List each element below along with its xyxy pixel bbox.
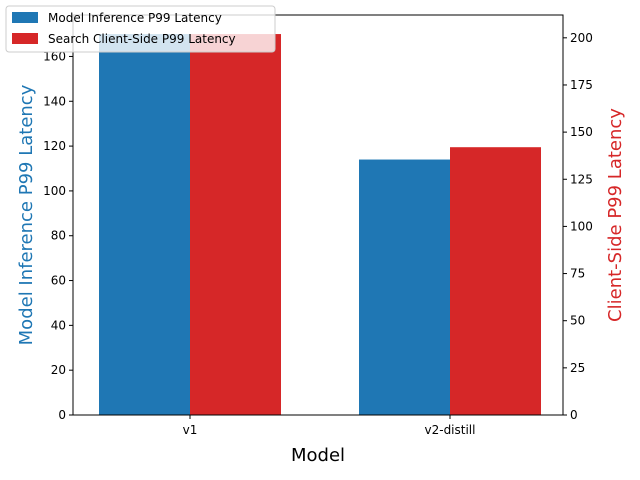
legend-label-model-inference: Model Inference P99 Latency xyxy=(48,11,222,25)
legend-label-search-client-side: Search Client-Side P99 Latency xyxy=(48,32,236,46)
right-tick-label: 175 xyxy=(570,78,593,92)
right-y-axis-title: Client-Side P99 Latency xyxy=(605,108,626,322)
bar-model-inference-v2-distill xyxy=(359,159,450,415)
right-tick-label: 100 xyxy=(570,219,593,233)
bar-search-client-side-v1 xyxy=(190,34,281,416)
left-tick-label: 100 xyxy=(43,184,66,198)
bar-model-inference-v1 xyxy=(99,34,190,416)
right-tick-label: 200 xyxy=(570,31,593,45)
right-tick-label: 150 xyxy=(570,125,593,139)
left-tick-label: 40 xyxy=(51,318,66,332)
right-tick-label: 25 xyxy=(570,361,585,375)
x-tick-label-v2-distill: v2-distill xyxy=(425,423,476,437)
left-tick-label: 0 xyxy=(58,408,66,422)
legend-box xyxy=(5,5,276,53)
plot-frame xyxy=(72,14,564,416)
bars-group xyxy=(99,34,541,416)
legend-swatch-model-inference xyxy=(12,12,38,23)
left-tick-label: 80 xyxy=(51,229,66,243)
bar-search-client-side-v2-distill xyxy=(450,147,541,416)
left-y-axis-title: Model Inference P99 Latency xyxy=(16,84,37,345)
right-tick-label: 75 xyxy=(570,267,585,281)
left-tick-label: 60 xyxy=(51,274,66,288)
right-tick-label: 0 xyxy=(570,408,578,422)
x-axis-ticks: v1 v2-distill xyxy=(183,415,476,437)
x-tick-label-v1: v1 xyxy=(183,423,198,437)
legend-swatch-search-client-side xyxy=(12,33,38,44)
left-tick-label: 140 xyxy=(43,94,66,108)
right-tick-label: 125 xyxy=(570,172,593,186)
right-tick-label: 50 xyxy=(570,314,585,328)
left-tick-label: 20 xyxy=(51,363,66,377)
legend: Model Inference P99 Latency Search Clien… xyxy=(5,5,276,53)
right-axis-ticks: 0 25 50 75 100 125 150 175 200 xyxy=(563,31,593,422)
left-tick-label: 120 xyxy=(43,139,66,153)
x-axis-title: Model xyxy=(291,445,345,466)
left-tick-label: 160 xyxy=(43,49,66,63)
left-axis-ticks: 0 20 40 60 80 100 120 140 160 xyxy=(43,49,73,422)
